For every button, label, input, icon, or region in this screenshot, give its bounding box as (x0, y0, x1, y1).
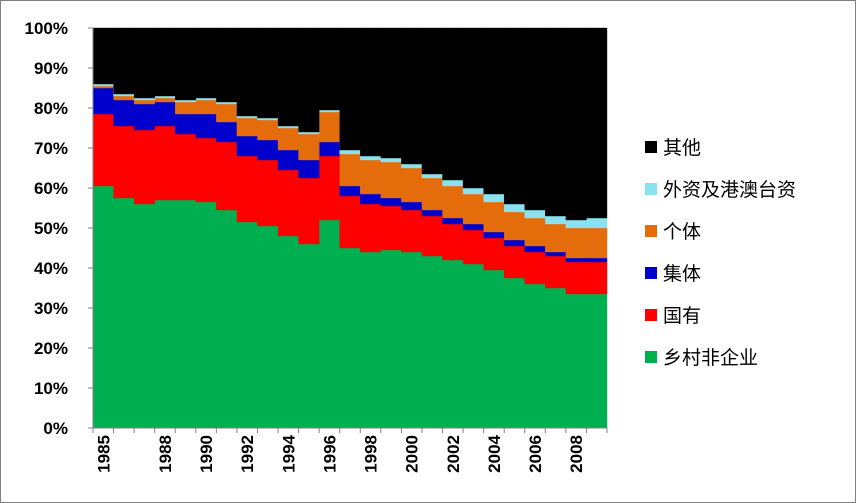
y-tick-label: 80% (34, 99, 68, 118)
y-tick-label: 40% (34, 259, 68, 278)
legend-label: 个体 (663, 221, 701, 243)
x-tick-label: 1998 (362, 435, 381, 473)
y-tick-label: 70% (34, 139, 68, 158)
y-tick-label: 50% (34, 219, 68, 238)
x-axis-tick-labels: 1985 1988 1990 1992 1994 1996 1998 2000 2002 2004… (94, 434, 586, 472)
x-tick-label: 1994 (279, 434, 298, 472)
legend-swatch (645, 351, 657, 363)
y-tick-label: 90% (34, 59, 68, 78)
x-tick-label: 1985 (94, 435, 113, 473)
x-tick-label: 2004 (485, 434, 504, 472)
legend-label: 集体 (663, 263, 701, 285)
legend-label: 其他 (663, 137, 701, 159)
y-tick-label: 0% (43, 419, 68, 438)
y-tick-label: 10% (34, 379, 68, 398)
legend-label: 乡村非企业 (663, 347, 758, 369)
axes (88, 27, 608, 433)
plot-area (92, 27, 608, 429)
y-tick-label: 100% (25, 19, 68, 38)
legend-swatch (645, 183, 657, 195)
x-tick-label: 2008 (567, 435, 586, 473)
x-tick-label: 1990 (197, 435, 216, 473)
x-tick-label: 2006 (526, 435, 545, 473)
legend-swatch (645, 309, 657, 321)
legend-swatch (645, 225, 657, 237)
y-tick-label: 60% (34, 179, 68, 198)
x-tick-label: 2000 (403, 435, 422, 473)
x-tick-label: 2002 (444, 435, 463, 473)
x-tick-label: 1992 (238, 435, 257, 473)
legend-swatch (645, 267, 657, 279)
x-tick-label: 1988 (156, 435, 175, 473)
legend-label: 外资及港澳台资 (663, 179, 796, 201)
legend-swatch (645, 141, 657, 153)
area-series-5 (92, 27, 608, 221)
y-axis-tick-labels: 0% 10% 20% 30% 40% 50% 60% 70% 80% 90% 100% (25, 19, 68, 438)
y-tick-label: 20% (34, 339, 68, 358)
legend-label: 国有 (663, 305, 701, 327)
x-tick-label: 1996 (320, 435, 339, 473)
y-tick-label: 30% (34, 299, 68, 318)
